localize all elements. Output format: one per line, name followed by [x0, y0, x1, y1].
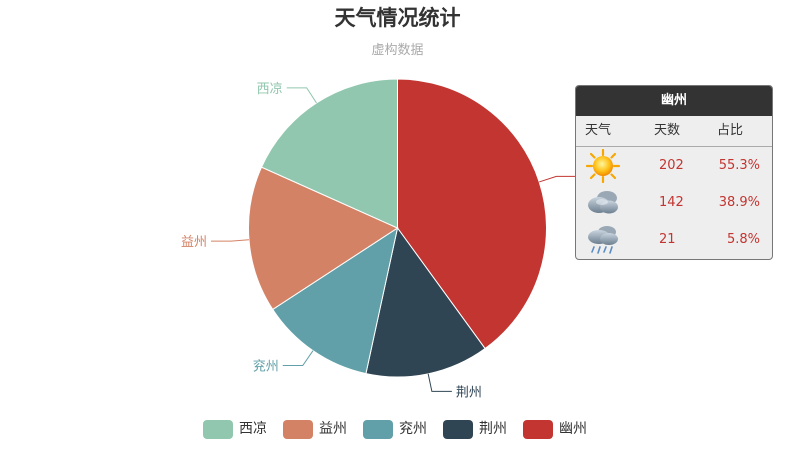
- legend-item-2[interactable]: 兖州: [363, 419, 433, 441]
- slice-label-1: 益州: [181, 235, 207, 250]
- percent-value: 38.9%: [718, 195, 760, 210]
- legend-label: 益州: [319, 421, 347, 437]
- column-weather: 天气: [585, 123, 612, 138]
- legend-swatch: [443, 420, 473, 439]
- column-percent: 占比: [717, 123, 744, 138]
- slice-label-0: 西凉: [257, 82, 283, 97]
- rich-label-row: 142 38.9%: [576, 184, 772, 221]
- sunny-icon: [585, 149, 621, 183]
- legend-swatch: [363, 420, 393, 439]
- rich-label-header: 幽州: [576, 86, 772, 116]
- legend-item-3[interactable]: 荆州: [443, 419, 513, 441]
- label-line-0: [286, 87, 317, 104]
- rich-label-box: 幽州 天气 天数 占比 202 55.3% 142 38.9%: [575, 85, 773, 260]
- pie-slice-4[interactable]: [397, 78, 547, 350]
- rich-label-row: 202 55.3%: [576, 147, 772, 184]
- label-line-2: [282, 350, 314, 367]
- legend-swatch: [523, 420, 553, 439]
- label-line-1: [211, 239, 249, 242]
- legend-label: 西凉: [239, 421, 267, 437]
- rich-label-row: 21 5.8%: [576, 221, 772, 258]
- pie-slice-3[interactable]: [365, 226, 486, 378]
- legend-item-4[interactable]: 幽州: [523, 419, 593, 441]
- column-days: 天数: [654, 123, 681, 138]
- slice-label-3: 荆州: [456, 384, 482, 400]
- days-value: 202: [659, 158, 684, 173]
- legend-swatch: [203, 420, 233, 439]
- days-value: 21: [659, 232, 676, 247]
- legend-label: 兖州: [399, 421, 427, 437]
- legend-item-0[interactable]: 西凉: [203, 419, 273, 441]
- rich-label-columns: 天气 天数 占比: [576, 116, 772, 147]
- days-value: 142: [659, 195, 684, 210]
- legend-swatch: [283, 420, 313, 439]
- legend-item-1[interactable]: 益州: [283, 419, 353, 441]
- legend-label: 荆州: [479, 421, 507, 437]
- legend-label: 幽州: [559, 421, 587, 437]
- pie-slice-0[interactable]: [260, 78, 398, 229]
- percent-value: 55.3%: [718, 158, 760, 173]
- chart-subtitle: 虚构数据: [371, 43, 424, 58]
- showers-icon: [588, 226, 618, 254]
- label-line-3: [427, 373, 452, 392]
- legend: 西凉 益州 兖州 荆州 幽州: [0, 419, 795, 441]
- label-line-4: [539, 175, 575, 183]
- percent-value: 5.8%: [726, 232, 760, 247]
- pie-slice-1[interactable]: [248, 166, 399, 311]
- chart-title: 天气情况统计: [334, 6, 461, 30]
- slice-label-2: 兖州: [253, 360, 279, 375]
- cloudy-icon: [588, 191, 618, 214]
